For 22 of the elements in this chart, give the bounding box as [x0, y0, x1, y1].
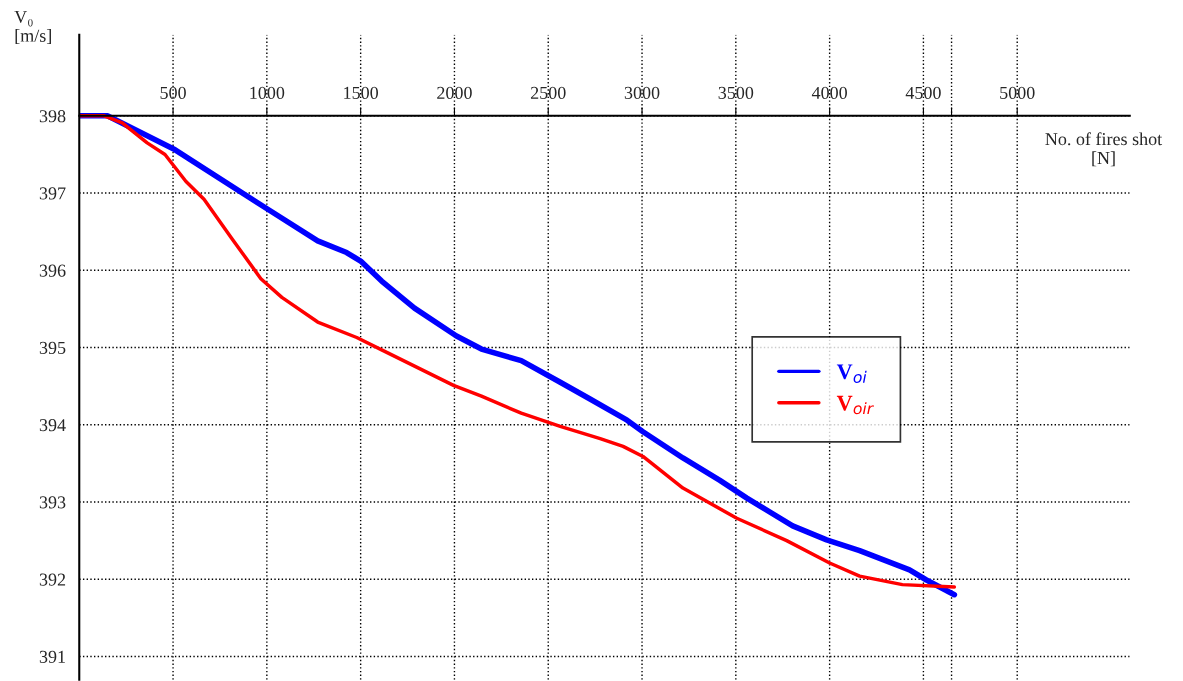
y-tick-label: 395: [39, 341, 66, 354]
y-tick-label: 391: [39, 650, 65, 663]
x-axis-title: No. of fires shot [N]: [1045, 132, 1163, 167]
x-tick-label: 1500: [344, 86, 379, 99]
x-tick-label: 4000: [811, 86, 847, 99]
x-tick-label: 3500: [718, 86, 754, 99]
y-tick-label: 394: [39, 419, 66, 432]
x-tick-label: 4500: [905, 86, 941, 99]
y-tick-label: 397: [39, 187, 66, 200]
y-axis-title: V₀ [m/s]: [14, 10, 51, 45]
y-tick-label: 392: [39, 573, 66, 586]
legend-label: V$_{oi}$: [836, 364, 867, 383]
legend-label: V$_{oir}$: [836, 395, 874, 415]
y-tick-label: 398: [39, 110, 66, 123]
x-tick-label: 1000: [250, 86, 285, 99]
y-tick-label: 396: [39, 264, 66, 277]
x-tick-label: 2500: [530, 86, 566, 99]
x-tick-label: 3000: [624, 86, 660, 99]
y-tick-label: 393: [39, 496, 66, 509]
x-tick-label: 2000: [437, 86, 472, 99]
x-tick-label: 5000: [1000, 86, 1035, 99]
x-tick-label: 500: [160, 86, 186, 99]
